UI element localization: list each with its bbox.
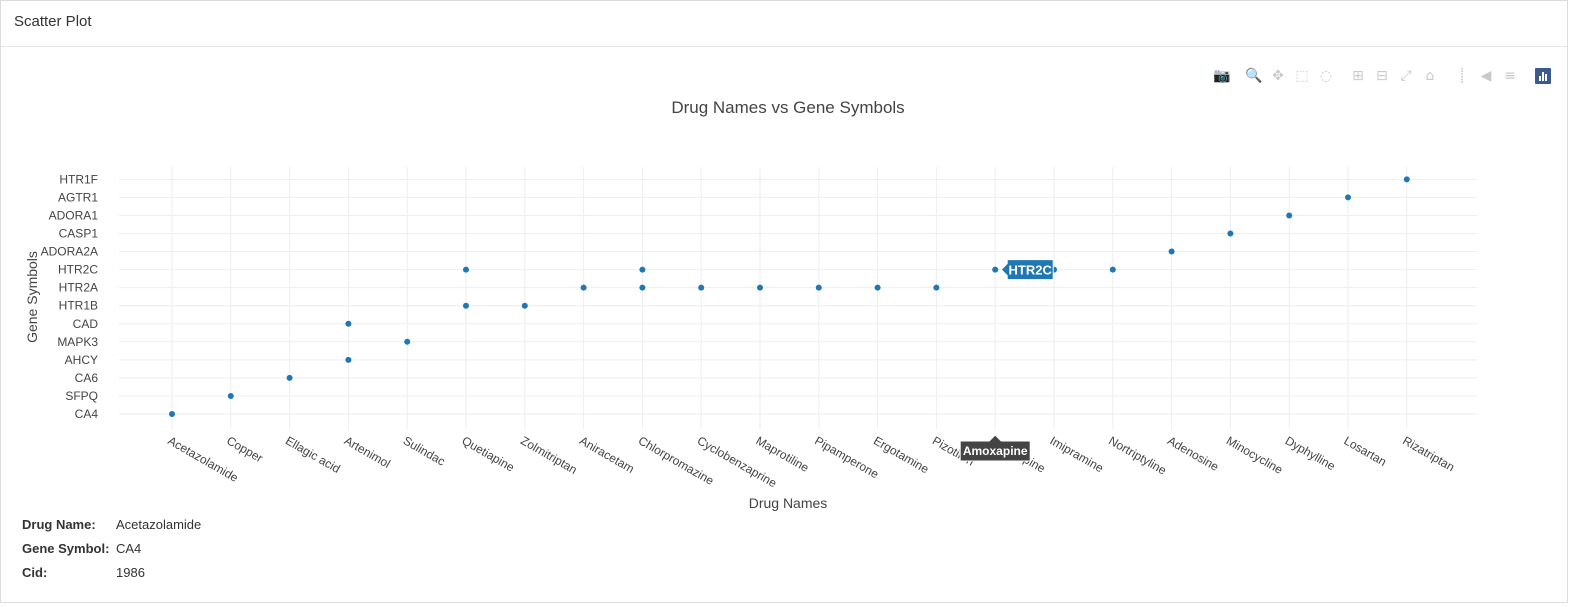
x-tick-label: Minocycline xyxy=(1224,433,1286,477)
x-tick-label: Pipamperone xyxy=(812,433,881,481)
x-tick-label: Dyphylline xyxy=(1283,433,1338,473)
data-point[interactable] xyxy=(698,284,705,291)
x-tick-label: Losartan xyxy=(1342,433,1389,468)
hover-y-label: HTR2C xyxy=(1000,259,1054,281)
y-tick-label: MAPK3 xyxy=(57,335,98,349)
x-tick-label: Sulindac xyxy=(401,433,448,468)
cid-value: 1986 xyxy=(116,565,145,580)
zoom-out-icon[interactable]: ⊟ xyxy=(1376,68,1388,84)
grid-lines xyxy=(119,167,1477,429)
data-point[interactable] xyxy=(1345,194,1351,201)
x-tick-label: Imipramine xyxy=(1048,433,1107,475)
data-point[interactable] xyxy=(757,284,763,291)
data-point[interactable] xyxy=(1168,248,1175,255)
scatter-chart[interactable]: CA4 SFPQ CA6 AHCY MAPK3 CAD HTR1B HTR2A HTR2C ADO… xyxy=(1,47,1567,517)
hover-y-text: HTR2C xyxy=(1009,263,1053,278)
y-tick-label: HTR1F xyxy=(59,172,98,186)
y-tick-label: CA6 xyxy=(75,371,99,385)
data-point[interactable] xyxy=(169,411,175,417)
y-tick-label: CA4 xyxy=(75,407,99,421)
data-point[interactable] xyxy=(639,284,646,291)
gene-symbol-label: Gene Symbol: xyxy=(22,541,110,556)
chart-title: Drug Names vs Gene Symbols xyxy=(671,98,904,117)
pan-icon[interactable]: ✥ xyxy=(1272,68,1284,84)
data-point[interactable] xyxy=(227,392,234,399)
lasso-select-icon[interactable]: ◌ xyxy=(1319,68,1333,84)
data-point[interactable] xyxy=(580,284,587,291)
x-tick-label: Nortriptyline xyxy=(1106,433,1169,477)
y-tick-label: HTR1B xyxy=(59,299,98,313)
box-select-icon[interactable]: ⬚ xyxy=(1295,68,1309,84)
data-point[interactable] xyxy=(1403,176,1410,183)
y-tick-labels: CA4 SFPQ CA6 AHCY MAPK3 CAD HTR1B HTR2A HTR2C ADO… xyxy=(41,172,99,421)
reset-axes-icon[interactable]: ⌂ xyxy=(1425,68,1435,84)
plotly-logo-icon[interactable] xyxy=(1535,68,1551,84)
x-tick-label: Ellagic acid xyxy=(283,433,343,475)
x-tick-label: Zolmitriptan xyxy=(518,433,579,476)
x-tick-label: Rizatriptan xyxy=(1400,433,1457,474)
data-point[interactable] xyxy=(345,320,352,327)
y-tick-label: ADORA2A xyxy=(41,245,98,259)
y-tick-label: AGTR1 xyxy=(58,190,98,204)
x-tick-label: Adenosine xyxy=(1165,433,1221,474)
y-tick-label: ADORA1 xyxy=(49,208,99,222)
data-point[interactable] xyxy=(992,266,999,273)
data-point[interactable] xyxy=(1286,212,1293,219)
y-tick-label: HTR2A xyxy=(59,281,98,295)
data-points xyxy=(169,176,1410,417)
data-point[interactable] xyxy=(521,302,528,309)
panel-title: Scatter Plot xyxy=(14,13,92,30)
data-point[interactable] xyxy=(345,356,352,363)
y-tick-label: CASP1 xyxy=(59,227,99,241)
hover-compare-icon[interactable]: ≡ xyxy=(1504,68,1516,84)
zoom-icon[interactable]: 🔍 xyxy=(1245,68,1263,84)
y-tick-label: SFPQ xyxy=(65,389,98,403)
hover-x-label: Amoxapine xyxy=(959,434,1031,462)
y-tick-label: CAD xyxy=(73,317,99,331)
y-axis-title: Gene Symbols xyxy=(24,251,40,343)
x-tick-label: Artenimol xyxy=(342,433,393,470)
data-point[interactable] xyxy=(933,284,940,291)
data-point[interactable] xyxy=(639,266,646,273)
hover-x-text: Amoxapine xyxy=(963,444,1028,458)
data-point[interactable] xyxy=(463,302,469,309)
data-point[interactable] xyxy=(404,338,411,345)
gene-symbol-value: CA4 xyxy=(116,541,142,556)
y-tick-label: HTR2C xyxy=(58,263,98,277)
autoscale-icon[interactable]: ⤢ xyxy=(1400,68,1412,84)
drug-name-value: Acetazolamide xyxy=(116,517,202,532)
data-point[interactable] xyxy=(815,284,822,291)
data-point[interactable] xyxy=(463,266,469,273)
x-axis-title: Drug Names xyxy=(749,495,828,511)
panel-header: Scatter Plot xyxy=(1,1,1567,47)
data-point[interactable] xyxy=(286,374,293,381)
zoom-in-icon[interactable]: ⊞ xyxy=(1352,68,1364,84)
x-tick-label: Copper xyxy=(224,433,265,465)
data-point[interactable] xyxy=(1109,266,1116,273)
camera-icon[interactable]: 📷 xyxy=(1213,68,1231,84)
spike-lines-icon[interactable]: ⸽ xyxy=(1460,68,1464,84)
y-tick-label: AHCY xyxy=(65,353,98,367)
cid-label: Cid: xyxy=(22,565,48,580)
drug-name-label: Drug Name: xyxy=(22,517,96,532)
data-point[interactable] xyxy=(874,284,881,291)
x-tick-label: Quetiapine xyxy=(460,433,518,474)
hover-layer: HTR2C Amoxapine xyxy=(959,259,1054,462)
data-point[interactable] xyxy=(1227,230,1234,237)
hover-closest-icon[interactable]: ◀ xyxy=(1480,68,1492,84)
x-tick-label: Aniracetam xyxy=(577,433,637,475)
